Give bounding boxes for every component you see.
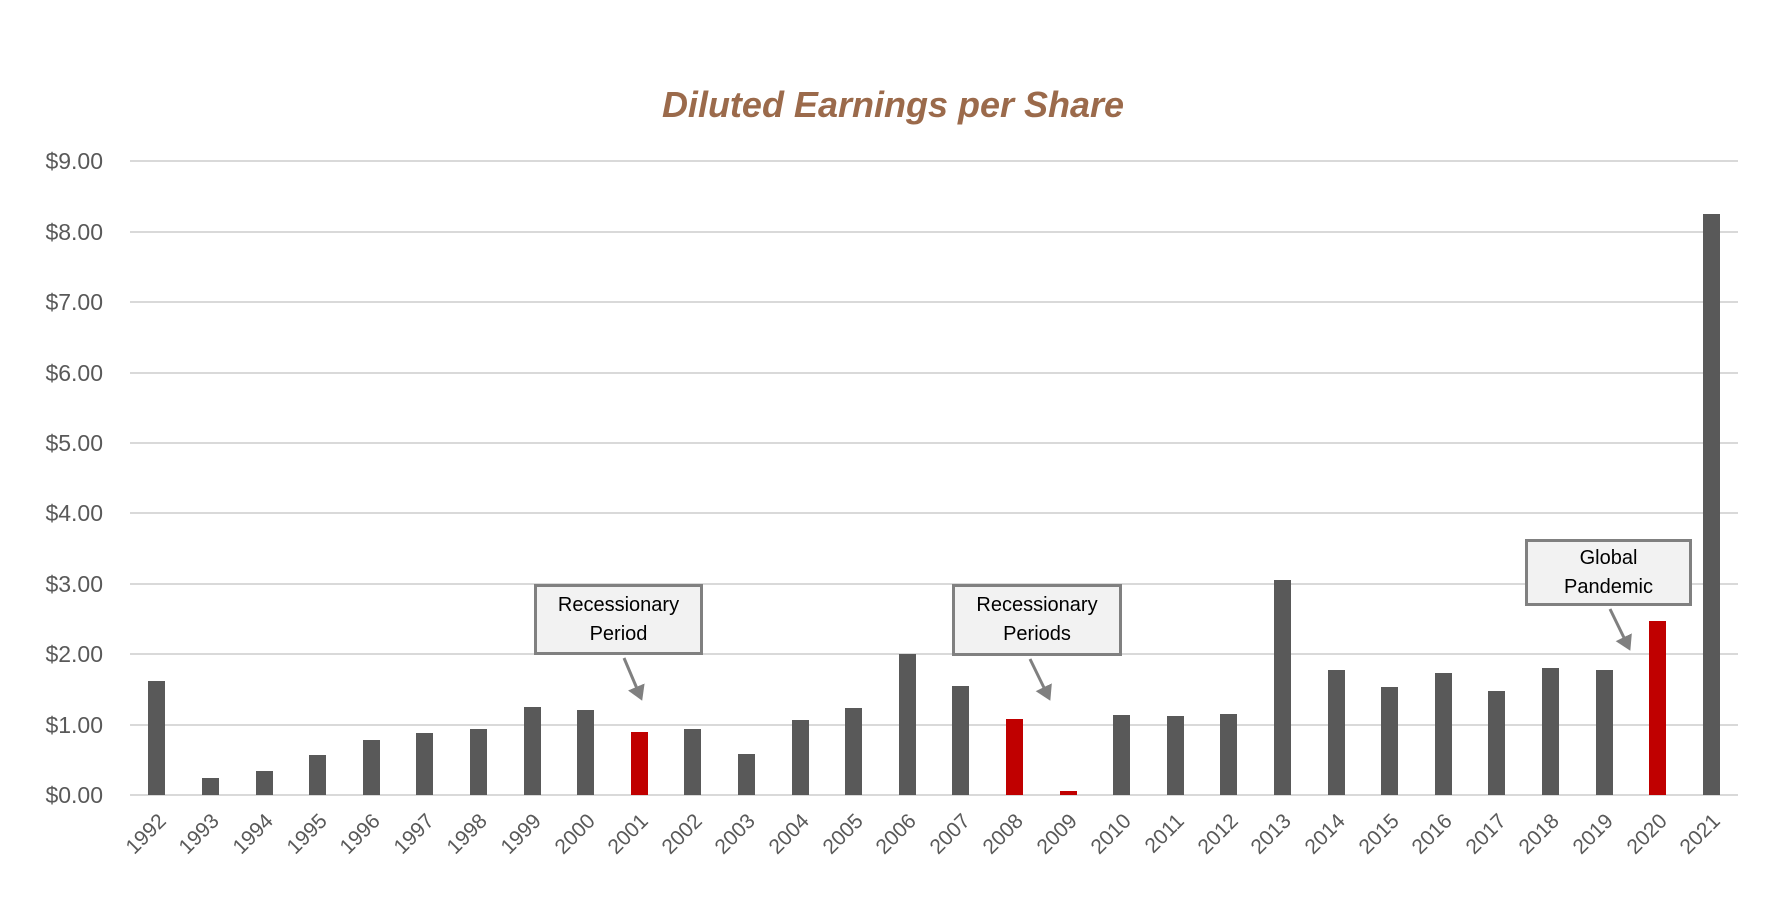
bar-2005 [845,707,863,795]
bar-2001 [630,732,648,795]
bar-2011 [1166,716,1184,795]
arrow-icon [1028,658,1052,701]
x-tick-label: 2012 [1193,809,1243,859]
callout-2020: Global Pandemic [1525,539,1692,606]
bar-1998 [469,728,487,795]
callout-text: Period [589,622,648,645]
gridline [130,301,1738,304]
x-tick-label: 2015 [1354,809,1404,859]
bar-2004 [791,719,809,795]
x-tick-label: 2009 [1032,809,1082,859]
callout-text: Global [1579,546,1638,569]
gridline [130,371,1738,374]
callout-text: Recessionary [976,594,1098,616]
bar-1996 [362,740,380,795]
bar-2015 [1381,687,1399,795]
bar-2002 [684,728,702,795]
callout-text: Recessionary [557,593,680,616]
gridline [130,582,1738,585]
y-tick-label: $7.00 [45,289,103,316]
bar-1992 [148,680,166,795]
bar-2020 [1649,621,1667,795]
y-tick-label: $4.00 [45,500,103,527]
x-tick-label: 2016 [1407,809,1457,859]
gridline [130,160,1738,163]
bar-2000 [577,709,595,795]
arrow-icon [622,657,645,701]
bar-2010 [1113,715,1131,795]
bar-2003 [737,754,755,795]
x-tick-label: 2008 [978,809,1029,859]
x-tick-label: 2007 [925,809,975,859]
y-tick-label: $2.00 [45,641,103,668]
bar-2007 [952,685,970,795]
bar-1994 [255,771,273,795]
bar-1993 [201,778,219,795]
gridline [130,794,1738,796]
bar-2009 [1059,791,1077,795]
callout-2001: Recessionary Period [534,584,703,655]
y-tick-label: $5.00 [45,430,103,456]
x-tick-label: 2013 [1246,809,1297,859]
bar-2018 [1541,667,1559,795]
callout-2009: Recessionary Periods [952,584,1122,656]
x-tick-label: 2014 [1300,809,1350,859]
x-tick-label: 2019 [1568,809,1618,859]
callout-text: Pandemic [1564,575,1653,598]
x-tick-label: 2011 [1140,809,1189,858]
bar-2012 [1220,714,1238,795]
y-tick-label: $1.00 [45,711,103,738]
x-tick-label: 2001 [603,809,653,859]
y-tick-label: $0.00 [45,782,103,808]
x-tick-label: 1999 [496,809,546,859]
x-tick-label: 1994 [228,809,278,859]
bar-2008 [1005,718,1023,795]
x-tick-label: 2018 [1514,809,1565,859]
gridline [130,653,1738,656]
bar-2017 [1488,690,1506,795]
x-tick-label: 1992 [121,809,171,859]
x-tick-label: 2017 [1461,809,1511,859]
x-tick-label: 2006 [871,809,921,859]
arrow-icon [1608,608,1632,651]
x-tick-label: 1993 [174,809,225,859]
gridline [130,723,1738,726]
bar-2021 [1702,214,1720,795]
x-tick-label: 2010 [1086,809,1136,859]
bar-2006 [898,654,916,795]
gridline [130,442,1738,444]
x-tick-label: 2004 [764,809,814,859]
y-tick-label: $8.00 [45,218,103,245]
y-tick-label: $9.00 [45,148,103,175]
y-tick-label: $6.00 [45,359,103,386]
x-tick-label: 2005 [818,809,868,859]
bar-1999 [523,707,541,795]
x-tick-label: 1996 [335,809,385,859]
x-tick-label: 2003 [710,809,761,859]
bar-2019 [1595,669,1613,795]
x-tick-label: 2021 [1675,809,1725,859]
chart-title: Diluted Earnings per Share [661,84,1125,125]
y-tick-label: $3.00 [45,570,103,597]
x-tick-label: 2000 [550,809,600,859]
bar-2016 [1434,673,1452,795]
x-tick-label: 2020 [1622,809,1672,859]
x-tick-label: 1998 [442,809,493,859]
x-tick-label: 2002 [657,809,707,859]
gridline [130,512,1738,515]
callout-text: Periods [1003,623,1071,645]
bar-2013 [1273,580,1291,795]
x-tick-label: 1995 [282,809,332,859]
bar-2014 [1327,669,1345,795]
bar-1997 [416,733,434,795]
x-tick-label: 1997 [389,809,439,859]
gridline [130,230,1738,233]
bar-1995 [309,754,327,795]
